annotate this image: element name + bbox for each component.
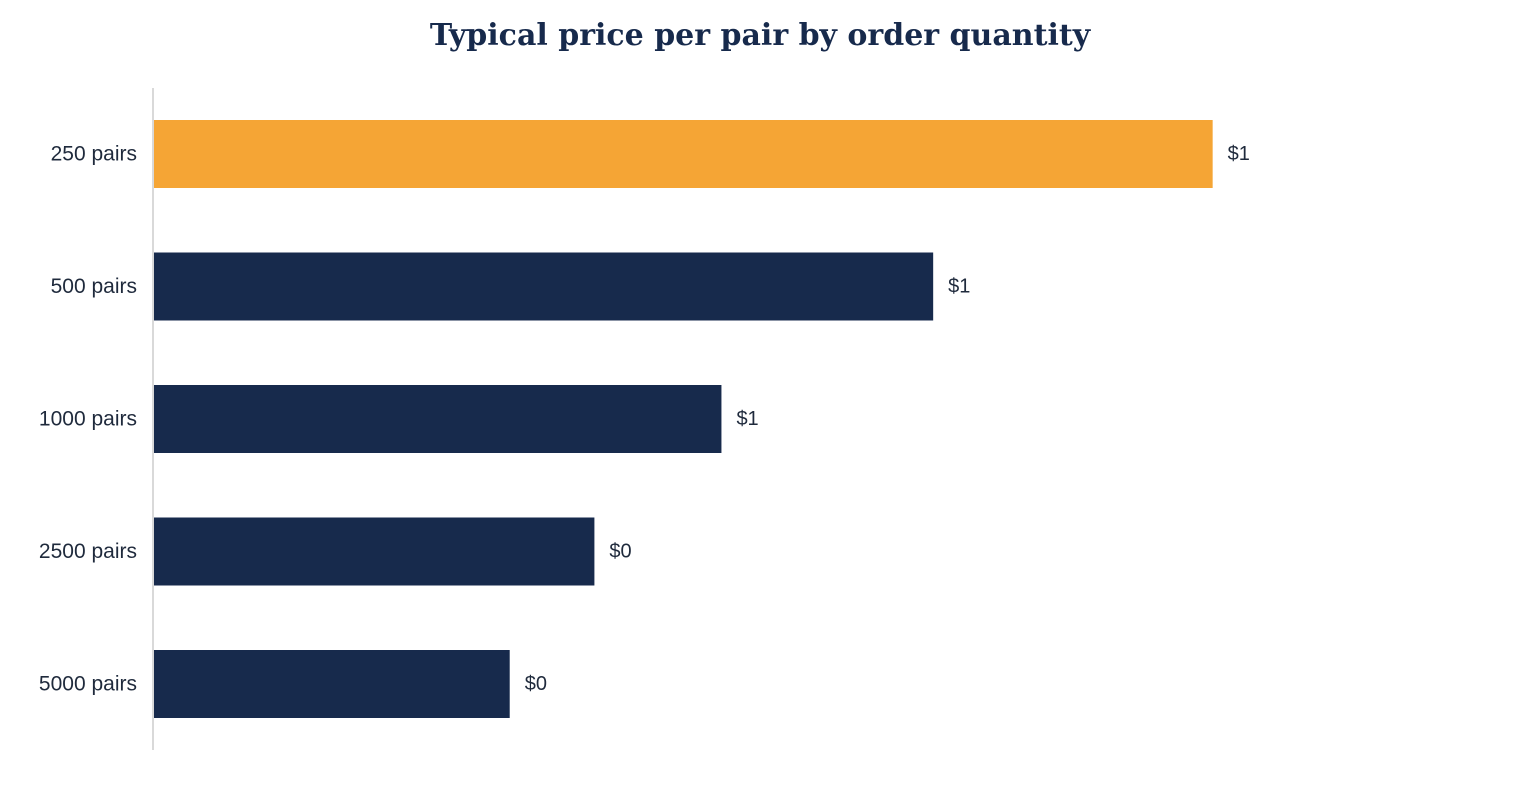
category-label: 1000 pairs	[39, 408, 137, 431]
bars-layer: 250 pairs $1 500 pairs $1 1000 pairs $1 2500 p…	[39, 120, 1250, 718]
value-label: $1	[948, 276, 970, 298]
bar-2500-pairs	[154, 517, 595, 586]
value-label: $0	[609, 541, 631, 563]
bar-5000-pairs	[154, 650, 510, 718]
category-label: 2500 pairs	[39, 540, 137, 563]
value-label: $1	[1228, 143, 1250, 165]
category-label: 250 pairs	[51, 143, 137, 166]
category-label: 500 pairs	[51, 275, 137, 298]
chart-title: Typical price per pair by order quantity	[429, 18, 1091, 53]
bar-500-pairs	[154, 252, 934, 321]
value-label: $1	[736, 408, 758, 430]
bar-250-pairs	[154, 120, 1213, 188]
bar-1000-pairs	[154, 385, 722, 453]
value-label: $0	[525, 673, 547, 695]
category-label: 5000 pairs	[39, 673, 137, 696]
